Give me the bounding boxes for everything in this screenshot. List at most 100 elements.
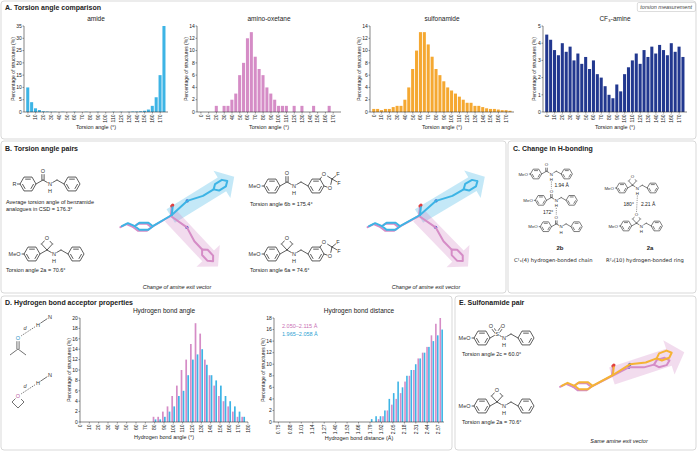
label-patch: [502, 403, 507, 409]
x-tick: [679, 112, 680, 114]
atom-label: O: [322, 239, 327, 245]
x-tick-label: 2.57: [435, 424, 441, 434]
x-tick-label: 0.75: [275, 424, 281, 434]
aromatic-bond: [73, 249, 79, 250]
aromatic-bond: [563, 174, 565, 177]
x-tick-label: 10: [205, 114, 211, 120]
bar: [232, 412, 234, 422]
bar: [572, 60, 575, 112]
label-patch: [52, 258, 57, 264]
bond: [40, 319, 48, 324]
y-tick-label: 4: [365, 84, 368, 90]
x-tick-label: 1.53: [344, 424, 350, 434]
bar: [662, 50, 665, 112]
y-tick: [273, 364, 275, 365]
inset-label: torsion measurement: [640, 4, 692, 10]
atom-label: H: [636, 191, 639, 196]
panel-e: MeOSOONHTorsion angle 2c = 60.0°MeOONHTo…: [458, 323, 684, 444]
aromatic-bond: [618, 188, 620, 191]
aromatic-bond: [529, 338, 532, 343]
bar: [592, 60, 595, 112]
x-tick-label: 90: [441, 114, 447, 120]
label-patch: [518, 171, 529, 176]
y-tick-label: 6: [269, 384, 272, 390]
atom-label: O: [501, 323, 506, 329]
label-patch: [48, 188, 53, 194]
aromatic-bond: [476, 338, 479, 343]
x-tick-label: 1.79: [367, 424, 373, 434]
x-tick: [164, 422, 165, 424]
aromatic-bond: [570, 196, 574, 197]
atom-label: R: [13, 181, 17, 187]
bar: [611, 98, 614, 112]
x-tick-label: 30: [221, 114, 227, 120]
label-patch: [608, 223, 619, 228]
y-axis: [543, 26, 544, 112]
x-tick-label: 40: [114, 424, 120, 430]
x-tick-label: 80: [433, 114, 439, 120]
schematic-label: H: [36, 380, 40, 386]
x-tick: [427, 422, 428, 424]
x-tick: [232, 112, 233, 114]
aromatic-bond: [485, 338, 488, 343]
y-tick-label: 14: [362, 23, 368, 29]
atom-label: N: [502, 335, 506, 341]
bar: [388, 109, 391, 112]
stick: [420, 189, 464, 215]
x-tick-label: 120: [118, 114, 124, 123]
bar: [384, 109, 387, 112]
x-tick: [506, 112, 507, 114]
y-tick: [273, 387, 275, 388]
y-tick: [79, 328, 81, 329]
bond: [61, 250, 68, 254]
ring: [308, 179, 324, 193]
bar: [431, 335, 433, 422]
bond: [633, 181, 637, 185]
y-tick: [369, 50, 371, 51]
aromatic-bond: [574, 200, 576, 203]
label-patch: [15, 393, 21, 399]
label-patch: [36, 380, 41, 386]
label-patch: [554, 215, 559, 220]
x-tick: [43, 112, 44, 114]
bar: [643, 50, 646, 112]
bond: [287, 244, 293, 250]
x-tick-label: 40: [575, 114, 581, 120]
bond: [556, 171, 561, 174]
chart: CF₃-amine0123450102030405060708090100110…: [531, 15, 687, 130]
bar: [153, 417, 155, 422]
bond: [511, 402, 518, 406]
ring: [566, 196, 577, 206]
x-tick-label: 140: [653, 114, 659, 123]
aromatic-bond: [310, 186, 313, 191]
x-tick-label: 170: [503, 114, 509, 123]
atom-label: MeO: [518, 172, 528, 177]
bar: [423, 32, 426, 112]
compound-label: 2b: [556, 245, 563, 251]
label-patch: [48, 314, 53, 320]
bar: [151, 106, 154, 112]
y-tick: [196, 99, 198, 100]
x-tick: [570, 112, 571, 114]
panel-title: B. Torsion angle pairs: [5, 145, 78, 153]
bond: [301, 250, 308, 254]
h-bond-angle: 180°: [624, 201, 634, 207]
bar: [211, 375, 213, 422]
x-tick: [648, 112, 649, 114]
y-tick: [369, 62, 371, 63]
x-tick: [312, 422, 313, 424]
atom-label: O: [631, 174, 635, 179]
y-tick-label: 2: [75, 408, 78, 414]
bar: [557, 55, 560, 112]
aromatic-bond: [543, 200, 545, 203]
bar: [159, 419, 161, 422]
x-tick: [208, 112, 209, 114]
bar: [254, 57, 257, 112]
y-tick-label: 12: [189, 35, 195, 41]
x-tick: [108, 422, 109, 424]
label-patch: [559, 229, 563, 234]
bar: [607, 95, 610, 112]
aromatic-bond: [22, 184, 25, 189]
bar: [199, 334, 201, 422]
x-tick: [98, 422, 99, 424]
